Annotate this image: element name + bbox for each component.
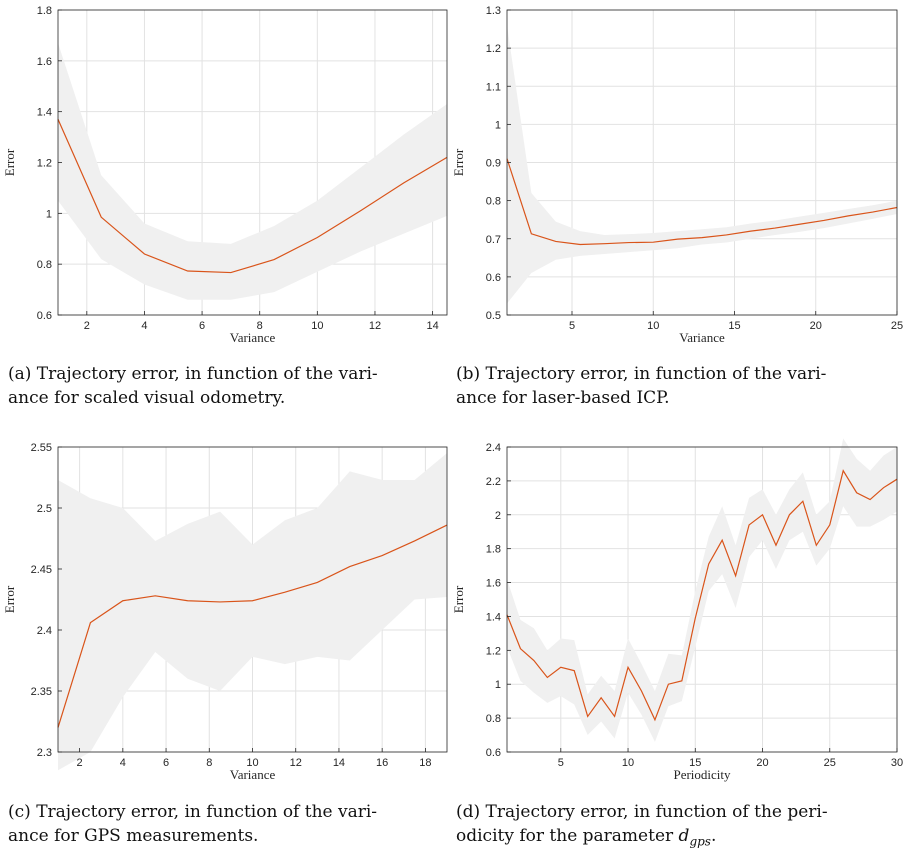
y-tick-label-b: 1.2 <box>486 43 501 55</box>
y-tick-label-c: 2.3 <box>37 747 52 759</box>
y-tick-label-a: 0.6 <box>37 310 52 322</box>
caption-b: (b) Trajectory error, in function of the… <box>456 364 827 408</box>
y-tick-label-d: 2.4 <box>486 442 501 454</box>
y-axis-label-b: Error <box>451 148 466 176</box>
y-tick-label-b: 0.8 <box>486 196 501 208</box>
x-tick-label-a: 10 <box>311 320 323 332</box>
y-tick-label-a: 1.6 <box>37 56 52 68</box>
series-line-b <box>506 158 898 246</box>
y-tick-label-d: 1.4 <box>486 611 501 623</box>
x-tick-label-d: 5 <box>558 757 564 769</box>
x-tick-label-b: 25 <box>891 320 903 332</box>
y-tick-label-a: 1 <box>46 208 52 220</box>
y-tick-label-d: 1.6 <box>486 578 501 590</box>
chart-b: 5 10 15 20 25 0.5 0.6 0.7 0.8 0.9 1 1.1 1.2 1.3 Varian… <box>451 5 903 345</box>
caption-d-text: (d) Trajectory error, in function of the… <box>456 802 828 846</box>
error-band-c <box>58 453 447 771</box>
x-tick-label-c: 10 <box>246 757 258 769</box>
x-tick-label-d: 25 <box>824 757 836 769</box>
x-tick-label-c: 6 <box>163 757 169 769</box>
x-axis-label-c: Variance <box>230 767 276 782</box>
chart-a: 2 4 6 8 10 12 14 0.6 0.8 1 1.2 1.4 1.6 1.8 Variance Err… <box>2 5 448 345</box>
y-tick-label-d: 1 <box>495 679 501 691</box>
y-tick-label-b: 0.9 <box>486 158 501 170</box>
caption-c: (c) Trajectory error, in function of the… <box>8 802 378 846</box>
x-axis-label-a: Variance <box>230 330 276 345</box>
axes-frame-d <box>506 446 898 753</box>
series-line-d <box>506 469 898 722</box>
x-tick-label-c: 16 <box>376 757 388 769</box>
y-tick-label-a: 0.8 <box>37 259 52 271</box>
y-tick-label-c: 2.45 <box>31 564 52 576</box>
caption-a: (a) Trajectory error, in function of the… <box>8 364 378 408</box>
x-tick-label-d: 10 <box>622 757 634 769</box>
x-tick-label-d: 20 <box>756 757 768 769</box>
y-tick-label-b: 1.3 <box>486 5 501 17</box>
y-tick-label-b: 1 <box>495 119 501 131</box>
y-tick-label-b: 0.7 <box>486 234 501 246</box>
x-tick-label-b: 10 <box>647 320 659 332</box>
y-tick-label-c: 2.55 <box>31 442 52 454</box>
y-tick-label-d: 0.8 <box>486 713 501 725</box>
x-tick-label-a: 2 <box>84 320 90 332</box>
chart-c: 2 4 6 8 10 12 14 16 18 2.3 2.35 2.4 2.45 2.5 2.55 Varia… <box>2 442 448 782</box>
y-tick-label-d: 1.8 <box>486 544 501 556</box>
caption-d-math-sub: gps <box>689 834 711 849</box>
x-tick-label-b: 5 <box>569 320 575 332</box>
y-tick-label-d: 2.2 <box>486 476 501 488</box>
x-tick-label-b: 15 <box>728 320 740 332</box>
y-axis-label-c: Error <box>2 585 17 613</box>
x-tick-label-a: 4 <box>141 320 147 332</box>
y-tick-label-c: 2.5 <box>37 503 52 515</box>
x-tick-label-a: 14 <box>426 320 438 332</box>
y-tick-label-a: 1.2 <box>37 158 52 170</box>
y-axis-label-a: Error <box>2 148 17 176</box>
x-tick-label-a: 6 <box>199 320 205 332</box>
x-tick-label-c: 14 <box>333 757 345 769</box>
y-tick-label-d: 1.2 <box>486 645 501 657</box>
x-axis-label-d: Periodicity <box>673 767 731 782</box>
y-tick-label-c: 2.4 <box>37 625 52 637</box>
y-tick-label-d: 2 <box>495 510 501 522</box>
y-tick-label-a: 1.8 <box>37 5 52 17</box>
y-tick-label-b: 1.1 <box>486 81 501 93</box>
x-tick-label-c: 2 <box>77 757 83 769</box>
x-tick-label-d: 30 <box>891 757 903 769</box>
y-tick-label-a: 1.4 <box>37 107 52 119</box>
x-tick-label-b: 20 <box>810 320 822 332</box>
caption-d: (d) Trajectory error, in function of the… <box>456 800 906 853</box>
x-tick-label-a: 8 <box>257 320 263 332</box>
caption-d-math: d <box>678 826 690 846</box>
y-tick-label-b: 0.5 <box>486 310 501 322</box>
x-tick-label-c: 12 <box>290 757 302 769</box>
series-line-a <box>57 119 448 274</box>
error-band-a <box>58 43 447 300</box>
y-tick-label-c: 2.35 <box>31 686 52 698</box>
x-axis-label-b: Variance <box>679 330 725 345</box>
y-tick-label-d: 0.6 <box>486 747 501 759</box>
y-tick-label-b: 0.6 <box>486 272 501 284</box>
x-tick-label-d: 15 <box>689 757 701 769</box>
series-line-c <box>57 524 448 728</box>
chart-d: 5 10 15 20 25 30 0.6 0.8 1 1.2 1.4 1.6 1.8 2 2.2 2.4 Per… <box>451 438 903 782</box>
x-tick-label-c: 18 <box>419 757 431 769</box>
y-axis-label-d: Error <box>451 585 466 613</box>
x-tick-label-a: 12 <box>369 320 381 332</box>
x-tick-label-c: 8 <box>206 757 212 769</box>
caption-d-end: . <box>710 826 717 846</box>
x-tick-label-c: 4 <box>120 757 126 769</box>
